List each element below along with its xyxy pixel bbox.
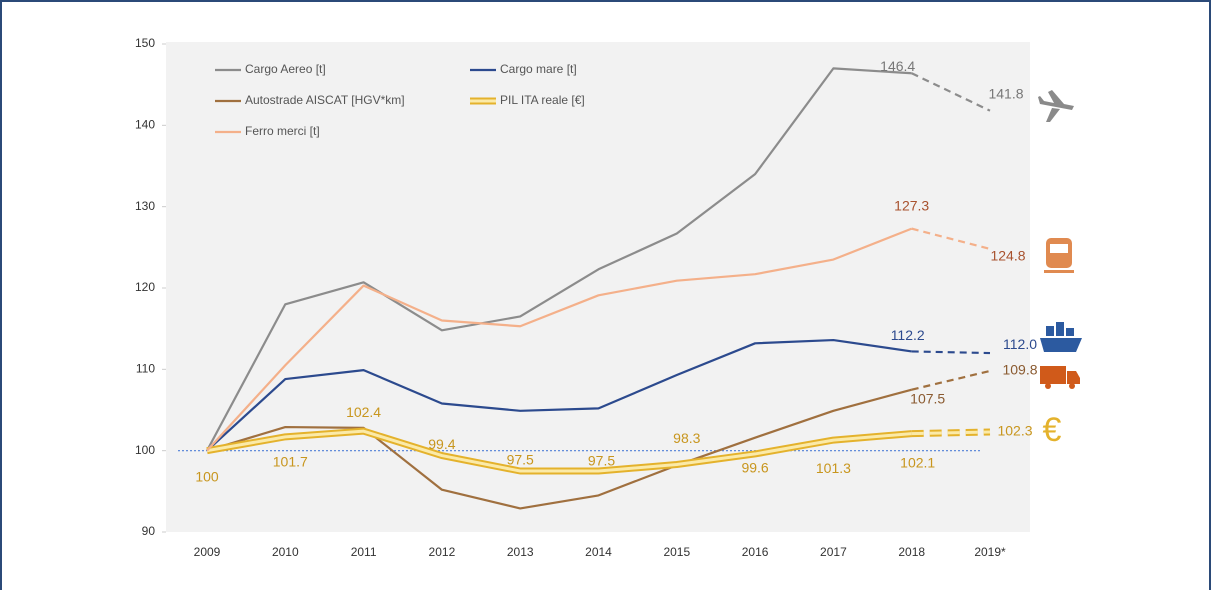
line-projection <box>911 369 991 391</box>
series-line <box>206 227 991 452</box>
line-projection <box>911 227 991 251</box>
data-label: 97.5 <box>507 452 534 468</box>
data-label: 109.8 <box>1002 362 1037 378</box>
data-label: 127.3 <box>894 197 929 213</box>
legend-label: Cargo mare [t] <box>500 62 577 76</box>
y-tick-label: 140 <box>135 118 155 132</box>
plane-icon <box>1038 90 1074 122</box>
data-label: 107.5 <box>910 390 945 406</box>
legend-label: Autostrade AISCAT [HGV*km] <box>245 93 405 107</box>
legend-label: Cargo Aereo [t] <box>245 62 326 76</box>
data-label: 102.1 <box>900 454 935 470</box>
x-tick-label: 2011 <box>351 545 377 559</box>
x-tick-label: 2016 <box>742 545 769 559</box>
data-label: 146.4 <box>880 58 915 74</box>
series-line <box>206 369 991 510</box>
x-tick-label: 2013 <box>507 545 534 559</box>
line <box>206 388 912 510</box>
y-tick-label: 90 <box>142 524 156 538</box>
data-label: 124.8 <box>990 248 1025 264</box>
line-projection <box>911 72 991 112</box>
y-tick-label: 130 <box>135 199 155 213</box>
x-tick-label: 2015 <box>663 545 690 559</box>
series-line <box>206 427 991 475</box>
series-line <box>206 338 991 452</box>
train-icon <box>1044 238 1074 273</box>
line <box>206 227 913 452</box>
line <box>206 67 912 452</box>
data-label: 98.3 <box>673 430 700 446</box>
data-label: 112.2 <box>891 327 925 343</box>
x-tick-label: 2019* <box>974 545 1006 559</box>
data-label: 100 <box>195 468 219 484</box>
x-tick-label: 2010 <box>272 545 299 559</box>
line-projection <box>911 350 991 355</box>
data-label: 102.3 <box>997 423 1032 439</box>
ship-icon <box>1040 322 1082 352</box>
x-tick-label: 2018 <box>898 545 925 559</box>
truck-icon <box>1040 366 1080 389</box>
euro-icon: € <box>1043 411 1062 449</box>
data-label: 141.8 <box>988 85 1023 101</box>
x-tick-label: 2012 <box>429 545 456 559</box>
line-core <box>206 429 912 473</box>
x-tick-label: 2009 <box>194 545 221 559</box>
y-tick-label: 100 <box>135 443 155 457</box>
data-label: 99.4 <box>428 436 455 452</box>
x-tick-label: 2017 <box>820 545 847 559</box>
legend-label: Ferro merci [t] <box>245 124 320 138</box>
data-label: 112.0 <box>1003 336 1037 352</box>
data-label: 97.5 <box>588 453 615 469</box>
line <box>206 338 912 452</box>
data-label: 101.7 <box>273 454 308 470</box>
y-tick-label: 110 <box>136 362 155 376</box>
line-projection-core <box>911 430 991 436</box>
data-label: 102.4 <box>346 404 381 420</box>
y-tick-label: 120 <box>135 280 155 294</box>
legend-label: PIL ITA reale [€] <box>500 93 585 107</box>
x-tick-label: 2014 <box>585 545 612 559</box>
data-label: 101.3 <box>816 460 851 476</box>
y-tick-label: 150 <box>135 36 155 50</box>
series-line <box>206 67 991 452</box>
data-label: 99.6 <box>741 460 768 476</box>
